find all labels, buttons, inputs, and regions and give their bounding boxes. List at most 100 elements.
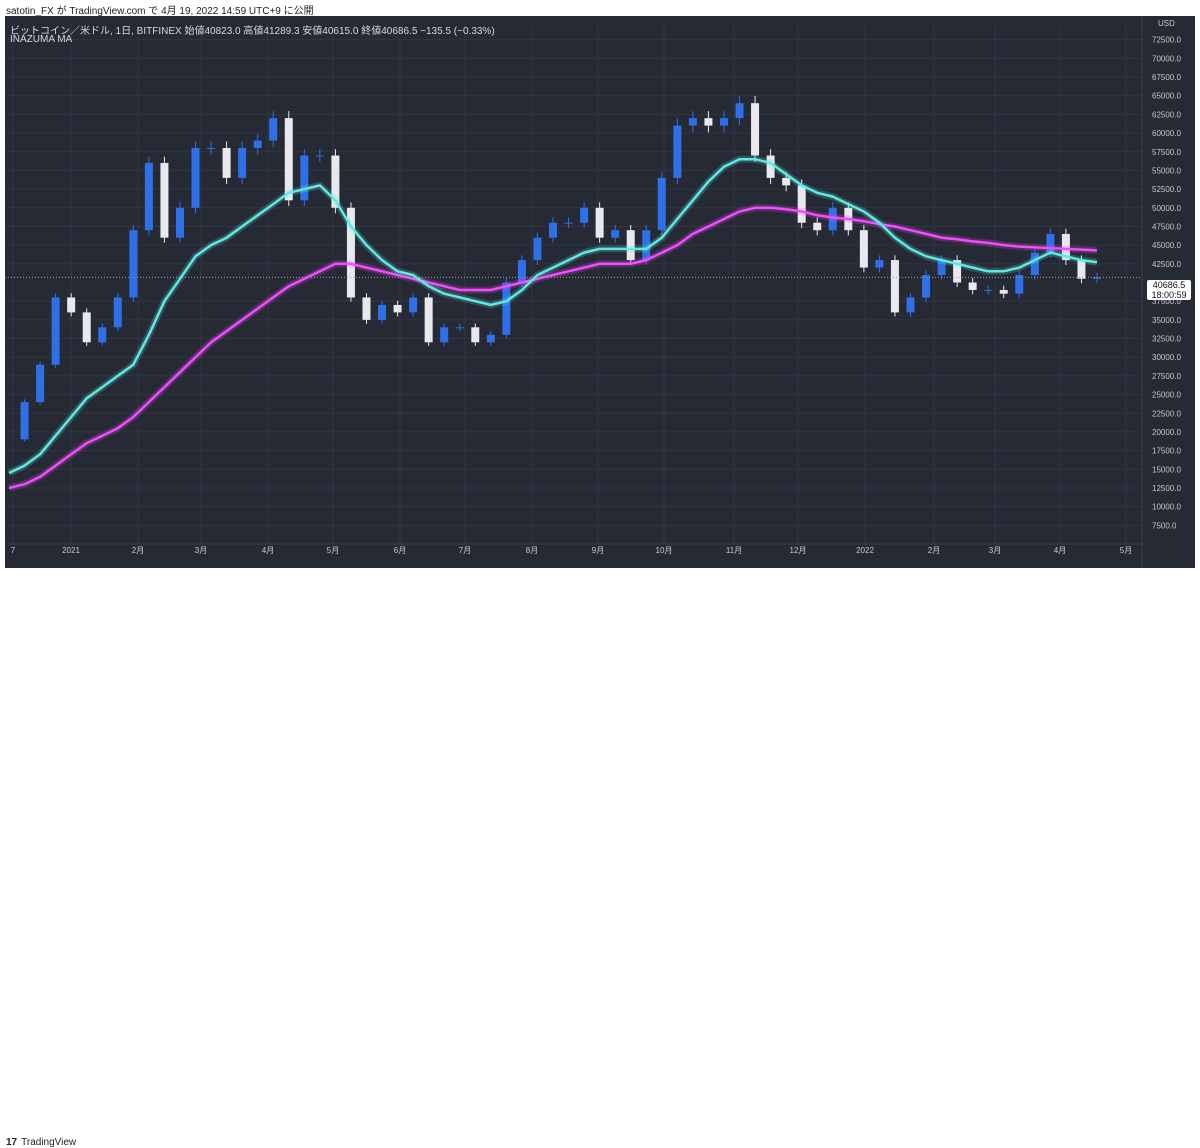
currency-label[interactable]: USD: [1158, 19, 1175, 28]
y-tick-label: 65000.0: [1152, 92, 1181, 101]
attribution-bar: satotin_FX が TradingView.com で 4月 19, 20…: [0, 0, 1200, 17]
y-tick-label: 50000.0: [1152, 204, 1181, 213]
y-tick-label: 35000.0: [1152, 316, 1181, 325]
x-tick-label: 8月: [526, 546, 538, 555]
x-tick-label: 3月: [989, 546, 1001, 555]
price-chart[interactable]: 7500.0 10000.0 12500.0 15000.0 17500.0 20000.…: [5, 16, 1195, 568]
y-tick-label: 42500.0: [1152, 260, 1181, 269]
candle-body: [797, 185, 806, 223]
candle-body: [253, 140, 262, 149]
candle-body: [300, 155, 309, 201]
candle-body: [1046, 233, 1055, 253]
candle-body: [673, 125, 682, 178]
y-tick-label: 60000.0: [1152, 129, 1181, 138]
candle-body: [238, 148, 247, 178]
x-tick-label: 4月: [262, 546, 274, 555]
y-tick-label: 30000.0: [1152, 353, 1181, 362]
candle-body: [564, 222, 573, 224]
candle-body: [984, 289, 993, 291]
x-tick-label: 12月: [790, 546, 807, 555]
candle-body: [175, 207, 184, 238]
candle-body: [875, 260, 884, 268]
candle-body: [82, 312, 91, 343]
candle-body: [207, 148, 216, 150]
x-tick-label: 5月: [327, 546, 339, 555]
candle-body: [362, 297, 371, 320]
candle-body: [859, 230, 868, 268]
x-tick-label: 10月: [656, 546, 673, 555]
candle-body: [626, 230, 635, 261]
tradingview-logo-icon: 17: [6, 1137, 18, 1148]
candle-body: [191, 148, 200, 208]
candle-body: [36, 364, 45, 403]
candle-body: [51, 297, 60, 365]
y-tick-label: 17500.0: [1152, 447, 1181, 456]
fast-ma-line: [8, 157, 1098, 475]
y-tick-label: 62500.0: [1152, 110, 1181, 119]
y-tick-label: 57500.0: [1152, 148, 1181, 157]
x-tick-label: 9月: [592, 546, 604, 555]
candle-body: [315, 155, 324, 157]
y-tick-label: 7500.0: [1152, 521, 1177, 530]
y-tick-label: 22500.0: [1152, 409, 1181, 418]
slow-ma-line: [8, 206, 1098, 490]
y-tick-label: 37500.0: [1152, 297, 1181, 306]
candle-body: [393, 304, 402, 313]
candle-body: [440, 327, 449, 343]
bar-countdown: 18:00:59: [1151, 290, 1187, 300]
candle-body: [1093, 277, 1101, 279]
y-tick-label: 67500.0: [1152, 73, 1181, 82]
candle-body: [890, 260, 899, 313]
candle-body: [129, 230, 138, 298]
candle-body: [424, 297, 433, 343]
candle-body: [346, 207, 355, 298]
candle-body: [98, 327, 107, 343]
candle-body: [999, 289, 1008, 294]
y-tick-label: 27500.0: [1152, 372, 1181, 381]
candle-body: [144, 162, 153, 231]
candle-body: [766, 155, 775, 178]
y-tick-label: 15000.0: [1152, 465, 1181, 474]
candle-body: [409, 297, 418, 313]
chart-panel[interactable]: [5, 16, 1195, 568]
candle-body: [968, 282, 977, 290]
y-tick-label: 55000.0: [1152, 166, 1181, 175]
candle-body: [331, 155, 340, 208]
symbol-legend: ビットコイン／米ドル, 1日, BITFINEX 始値40823.0 高値412…: [10, 26, 495, 37]
y-tick-label: 25000.0: [1152, 391, 1181, 400]
candle-body: [1077, 260, 1086, 279]
brand[interactable]: 17 TradingView: [6, 1137, 76, 1148]
candle-body: [549, 222, 557, 238]
candle-body: [782, 177, 791, 186]
candle-body: [719, 118, 728, 126]
candle-body: [1061, 233, 1070, 261]
candle-body: [735, 103, 744, 119]
y-tick-label: 70000.0: [1152, 54, 1181, 63]
candle-body: [284, 118, 293, 201]
x-tick-label: 3月: [195, 546, 207, 555]
candle-body: [20, 402, 29, 440]
x-tick-label: 6月: [394, 546, 406, 555]
x-tick-label: 2月: [132, 546, 144, 555]
x-tick-label: 2月: [928, 546, 940, 555]
y-tick-label: 45000.0: [1152, 241, 1181, 250]
candle-body: [813, 222, 822, 231]
candle-body: [937, 260, 946, 276]
x-tick-label: 5月: [1120, 546, 1132, 555]
indicator-legend: INAZUMA MA: [10, 34, 73, 45]
candle-body: [906, 297, 915, 313]
candle-body: [580, 207, 589, 223]
candle-body: [486, 334, 495, 343]
candle-body: [1030, 252, 1039, 276]
y-tick-label: 20000.0: [1152, 428, 1181, 437]
candle-body: [704, 118, 713, 126]
candle-body: [67, 297, 76, 313]
x-tick-label: 7: [11, 546, 16, 555]
candle-body: [471, 327, 480, 343]
candle-body: [1015, 275, 1024, 294]
y-tick-label: 52500.0: [1152, 185, 1181, 194]
x-tick-label: 11月: [726, 546, 742, 555]
y-tick-label: 32500.0: [1152, 335, 1181, 344]
candle-body: [922, 275, 931, 298]
candle-body: [642, 230, 651, 261]
